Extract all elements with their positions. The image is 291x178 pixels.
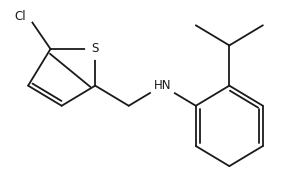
Text: HN: HN: [154, 79, 171, 92]
Text: S: S: [91, 43, 99, 56]
Text: Cl: Cl: [14, 10, 26, 23]
